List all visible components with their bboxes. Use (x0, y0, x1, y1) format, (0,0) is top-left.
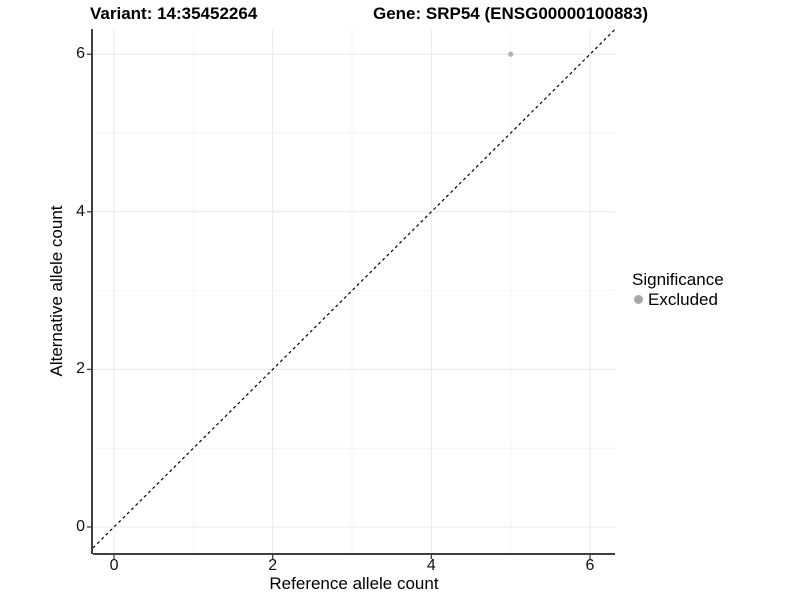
y-tick-label: 0 (76, 517, 85, 535)
identity-line (92, 28, 616, 549)
legend-item: Excluded (632, 290, 724, 309)
x-tick-label: 6 (585, 557, 595, 574)
legend-title: Significance (632, 270, 724, 289)
data-point (508, 51, 514, 57)
variant-title: Variant: 14:35452264 (90, 4, 258, 23)
legend: Significance Excluded (632, 270, 724, 309)
x-tick-label: 0 (109, 557, 119, 574)
x-tick-label: 4 (426, 557, 436, 574)
y-tick-label: 4 (76, 202, 85, 220)
y-tick-label: 2 (76, 360, 85, 378)
legend-item-label: Excluded (648, 290, 718, 309)
y-tick-label: 6 (76, 45, 85, 63)
legend-point-icon (634, 295, 643, 304)
y-axis-title: Alternative allele count (47, 205, 66, 377)
x-tick-label: 2 (268, 557, 278, 574)
x-axis-title: Reference allele count (269, 574, 439, 593)
gene-title: Gene: SRP54 (ENSG00000100883) (373, 4, 648, 23)
